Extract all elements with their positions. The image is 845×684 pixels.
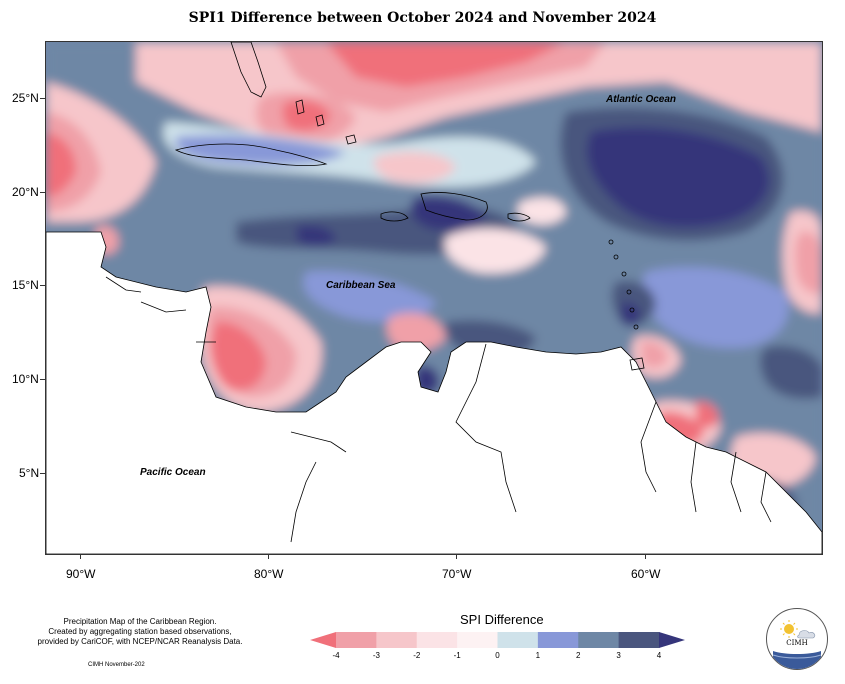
logo-emblem-icon [772,620,822,669]
footer-line-2: Created by aggregating station based obs… [48,627,232,636]
lon-label-90w: 90°W [66,567,96,581]
lon-tick [645,554,646,559]
footer-date: CIMH November-202 [88,662,145,668]
legend-colorbar [310,632,685,648]
caribbean-sea-label: Caribbean Sea [326,280,396,291]
legend-tick-label: -4 [332,651,340,660]
legend-swatch-under [310,632,336,648]
logo-name: CIMH [786,639,808,647]
lat-tick [40,192,45,193]
legend-title: SPI Difference [460,612,544,627]
lat-label-20n: 20°N [12,185,39,199]
footer-note: Precipitation Map of the Caribbean Regio… [20,617,260,647]
legend-swatch [416,632,458,648]
legend-swatch [618,632,660,648]
cimh-logo: CIMH [766,608,828,670]
spi-map: Atlantic Ocean Caribbean Sea Pacific Oce… [45,41,823,555]
legend-swatch [537,632,579,648]
lat-label-5n: 5°N [19,466,40,480]
lat-tick [40,473,45,474]
legend-swatch [578,632,620,648]
legend-tick-label: -3 [372,651,380,660]
pacific-ocean-label: Pacific Ocean [140,467,206,478]
lat-tick [40,379,45,380]
atlantic-ocean-label: Atlantic Ocean [606,94,677,105]
footer-line-1: Precipitation Map of the Caribbean Regio… [63,617,217,626]
lat-label-25n: 25°N [12,91,39,105]
lat-tick [40,285,45,286]
legend-swatch [336,632,377,648]
lat-tick [40,98,45,99]
legend-swatch-over [659,632,685,648]
lat-label-10n: 10°N [12,372,39,386]
legend-tick-label: 1 [535,651,541,660]
lon-label-60w: 60°W [631,567,661,581]
legend-tick-label: -2 [413,651,421,660]
lon-label-80w: 80°W [254,567,284,581]
lon-tick [268,554,269,559]
legend-swatch [497,632,539,648]
legend-swatch [376,632,418,648]
legend-tick-label: 0 [495,651,500,660]
lat-label-15n: 15°N [12,278,39,292]
legend-tick-label: 3 [616,651,621,660]
legend-tick-label: 2 [576,651,581,660]
map-title: SPI1 Difference between October 2024 and… [188,10,657,26]
legend-tick-label: -1 [453,651,461,660]
lon-tick [80,554,81,559]
footer-line-3: provided by CariCOF, with NCEP/NCAR Rean… [37,637,243,646]
lon-tick [456,554,457,559]
legend-swatch [457,632,498,648]
map-canvas [46,42,822,554]
legend-tick-label: 4 [656,651,662,660]
lon-label-70w: 70°W [442,567,472,581]
